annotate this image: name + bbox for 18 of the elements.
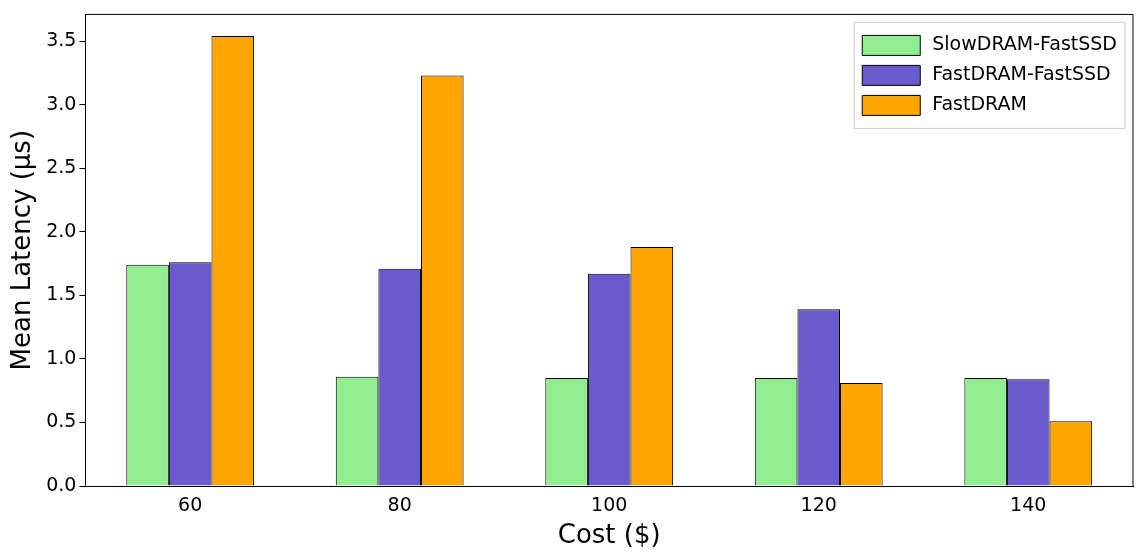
x-axis-title: Cost ($) (557, 519, 661, 550)
x-tick-label: 120 (800, 493, 837, 516)
x-tick-label: 100 (591, 493, 628, 516)
y-tick-label: 0.5 (46, 409, 77, 432)
legend-label: SlowDRAM-FastSSD (932, 32, 1118, 55)
y-tick-label: 1.0 (46, 345, 77, 368)
x-tick-label: 80 (387, 493, 412, 516)
y-tick-label: 3.5 (46, 28, 77, 51)
y-axis-title: Mean Latency (μs) (6, 129, 37, 371)
y-tick-label: 1.5 (46, 282, 77, 305)
y-tick-label: 3.0 (46, 91, 77, 114)
x-tick-label: 60 (178, 493, 203, 516)
legend-label: FastDRAM-FastSSD (932, 62, 1111, 85)
y-tick-label: 0.0 (46, 472, 77, 495)
x-tick-label: 140 (1010, 493, 1047, 516)
y-tick-label: 2.0 (46, 218, 77, 241)
y-tick-label: 2.5 (46, 155, 77, 178)
legend-label: FastDRAM (932, 92, 1027, 115)
